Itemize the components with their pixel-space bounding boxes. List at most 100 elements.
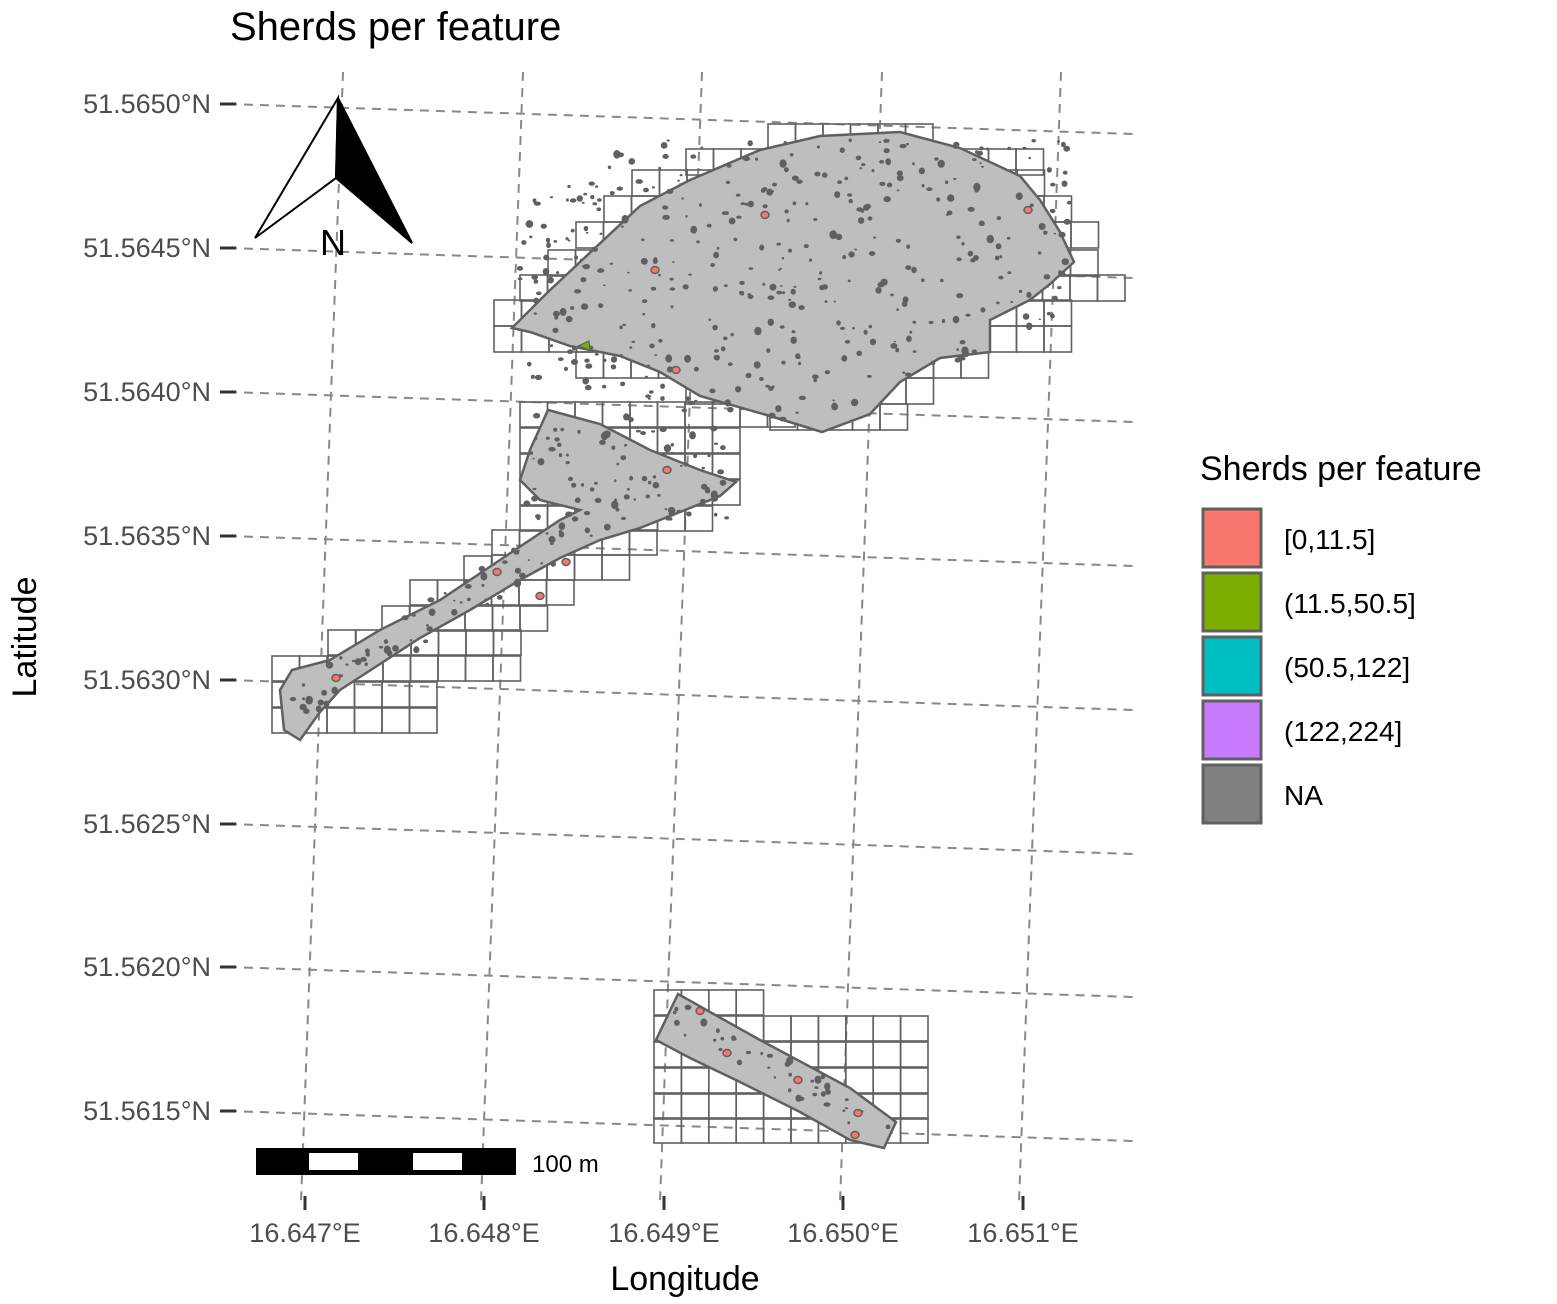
feature-na xyxy=(584,527,591,534)
feature-na xyxy=(623,413,630,421)
feature-na xyxy=(791,175,799,181)
feature-na xyxy=(895,347,900,353)
feature-na xyxy=(531,275,538,280)
feature-na xyxy=(572,346,576,351)
feature-na xyxy=(767,318,774,326)
feature-na xyxy=(1058,270,1066,277)
feature-na xyxy=(765,384,770,388)
feature-na xyxy=(553,427,558,432)
feature-na xyxy=(645,394,651,399)
feature-na xyxy=(627,271,630,274)
grid-cell xyxy=(707,1093,737,1120)
feature-na xyxy=(426,626,433,632)
feature-na xyxy=(1043,230,1048,235)
feature-na xyxy=(648,397,651,400)
feature-na xyxy=(775,405,782,413)
feature-na xyxy=(690,225,698,234)
grid-cell xyxy=(684,505,714,532)
feature-na xyxy=(658,166,662,170)
feature-na xyxy=(684,1004,692,1010)
feature-na xyxy=(660,383,665,389)
feature-0-11 xyxy=(853,1108,863,1118)
grid-cell xyxy=(872,1041,902,1068)
grid-cell xyxy=(1069,274,1099,302)
feature-na xyxy=(321,689,328,696)
y-tick-label: 51.5635°N xyxy=(83,521,211,551)
feature-na xyxy=(670,451,674,455)
feature-na xyxy=(709,388,716,394)
legend-swatch xyxy=(1201,635,1263,697)
feature-na xyxy=(956,293,964,299)
feature-na xyxy=(769,283,777,291)
legend-swatch xyxy=(1201,507,1263,569)
feature-na xyxy=(724,211,729,215)
feature-na xyxy=(640,257,648,265)
grid-cell xyxy=(1096,274,1126,302)
feature-na xyxy=(677,179,680,182)
feature-na xyxy=(534,374,543,380)
feature-na xyxy=(820,1091,826,1097)
feature-na xyxy=(795,1094,802,1102)
feature-na xyxy=(710,425,718,432)
feature-na xyxy=(654,354,658,356)
grid-cell xyxy=(872,1015,902,1042)
grid-cell xyxy=(680,1067,710,1094)
feature-na xyxy=(533,297,540,304)
feature-na xyxy=(657,494,661,497)
feature-na xyxy=(953,141,960,148)
feature-na xyxy=(536,291,542,296)
feature-na xyxy=(556,442,562,447)
feature-na xyxy=(533,412,541,419)
feature-na xyxy=(755,157,758,161)
x-tick-label: 16.651°E xyxy=(967,1218,1078,1248)
feature-0-11 xyxy=(793,1075,803,1085)
feature-na xyxy=(996,301,1000,305)
feature-na xyxy=(557,357,564,362)
feature-na xyxy=(652,258,658,264)
feature-na xyxy=(589,487,595,492)
feature-na xyxy=(558,529,563,534)
feature-na xyxy=(747,140,753,147)
feature-na xyxy=(662,205,669,210)
feature-na xyxy=(859,167,863,170)
feature-na xyxy=(428,608,436,616)
feature-na xyxy=(893,340,897,343)
feature-na xyxy=(912,162,915,166)
grid-cell xyxy=(762,1117,792,1144)
feature-na xyxy=(1022,146,1027,150)
feature-na xyxy=(885,1124,891,1130)
feature-na xyxy=(798,305,805,311)
feature-na xyxy=(633,498,637,501)
grid-cell xyxy=(899,1067,929,1094)
feature-na xyxy=(516,549,520,552)
feature-na xyxy=(317,699,324,706)
feature-na xyxy=(980,307,986,313)
feature-na xyxy=(805,202,809,206)
feature-na xyxy=(835,233,843,241)
feature-na xyxy=(413,646,420,654)
feature-na xyxy=(855,155,862,161)
feature-na xyxy=(525,220,534,228)
feature-na xyxy=(554,315,559,320)
feature-na xyxy=(660,142,668,149)
feature-na xyxy=(354,658,362,666)
feature-na xyxy=(956,257,962,262)
feature-na xyxy=(718,1047,723,1052)
feature-na xyxy=(883,196,891,203)
feature-na xyxy=(1038,318,1042,321)
feature-na xyxy=(496,595,503,600)
feature-na xyxy=(545,237,551,243)
feature-na xyxy=(662,154,669,159)
feature-na xyxy=(971,349,978,355)
feature-na xyxy=(583,225,589,232)
feature-na xyxy=(689,431,696,440)
feature-0-11 xyxy=(650,265,660,275)
feature-na xyxy=(690,154,697,159)
feature-na xyxy=(921,278,925,283)
feature-na xyxy=(693,453,698,459)
feature-na xyxy=(952,315,960,324)
feature-na xyxy=(549,542,554,545)
grid-cell xyxy=(844,1015,874,1042)
feature-na xyxy=(798,1096,803,1100)
